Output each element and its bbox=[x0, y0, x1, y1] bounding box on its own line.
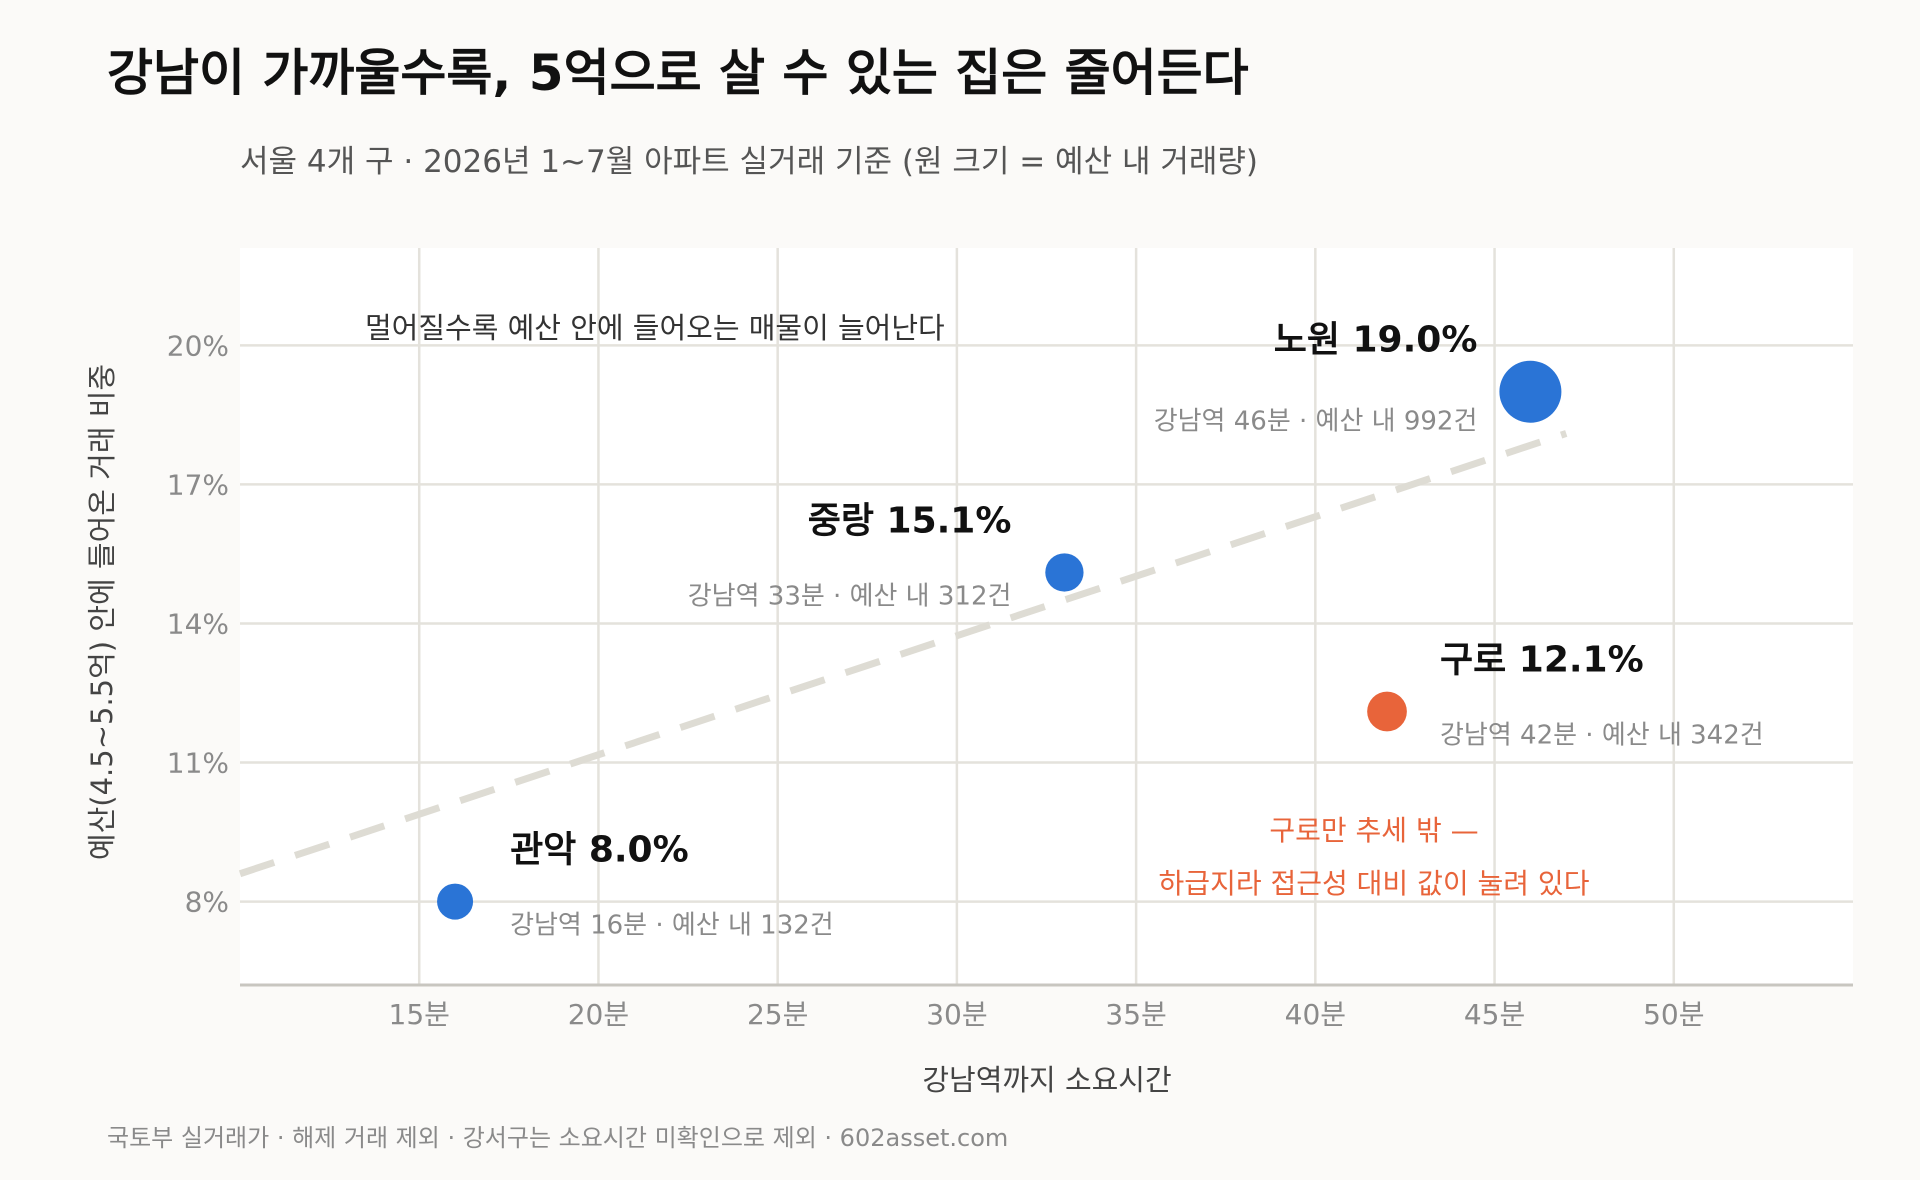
trend-annotation: 멀어질수록 예산 안에 들어오는 매물이 늘어난다 bbox=[365, 311, 945, 345]
x-tick-label: 15분 bbox=[389, 998, 450, 1031]
point-label: 관악 8.0% bbox=[510, 830, 689, 871]
y-tick-label: 11% bbox=[167, 747, 229, 780]
x-tick-label: 35분 bbox=[1105, 998, 1166, 1031]
y-tick-label: 20% bbox=[167, 329, 229, 362]
x-tick-label: 20분 bbox=[568, 998, 629, 1031]
x-tick-labels: 15분 20분 25분 30분 35분 40분 45분 50분 bbox=[389, 998, 1705, 1031]
point-sublabel: 강남역 33분 · 예산 내 312건 bbox=[688, 581, 1012, 611]
chart-title: 강남이 가까울수록, 5억으로 살 수 있는 집은 줄어든다 bbox=[107, 44, 1249, 102]
outlier-annotation-line-1: 구로만 추세 밖 — bbox=[1269, 814, 1478, 847]
point-관악 bbox=[437, 883, 474, 920]
y-gridlines bbox=[240, 344, 1853, 903]
point-label: 구로 12.1% bbox=[1440, 640, 1644, 681]
point-sublabel: 강남역 16분 · 예산 내 132건 bbox=[510, 911, 834, 941]
plot-background bbox=[240, 248, 1853, 985]
x-tick-label: 50분 bbox=[1643, 998, 1704, 1031]
point-sublabel: 강남역 46분 · 예산 내 992건 bbox=[1154, 407, 1478, 437]
point-label: 중랑 15.1% bbox=[808, 500, 1012, 541]
footer-source: 국토부 실거래가 · 해제 거래 제외 · 강서구는 소요시간 미확인으로 제외… bbox=[107, 1124, 1008, 1152]
x-tick-label: 30분 bbox=[926, 998, 987, 1031]
point-구로 bbox=[1367, 691, 1407, 732]
point-sublabel: 강남역 42분 · 예산 내 342건 bbox=[1440, 721, 1764, 751]
x-tick-label: 45분 bbox=[1464, 998, 1525, 1031]
y-tick-label: 8% bbox=[185, 886, 229, 919]
point-중랑 bbox=[1045, 553, 1084, 592]
x-gridlines bbox=[417, 248, 1676, 985]
trend-line bbox=[238, 430, 1568, 878]
point-label: 노원 19.0% bbox=[1274, 320, 1478, 361]
y-tick-label: 14% bbox=[167, 607, 229, 640]
data-points: 관악 8.0% 강남역 16분 · 예산 내 132건 중랑 15.1% 강남역 33… bbox=[437, 320, 1764, 941]
x-tick-label: 40분 bbox=[1285, 998, 1346, 1031]
y-axis-label: 예산(4.5~5.5억) 안에 들어온 거래 비중 bbox=[85, 364, 119, 860]
outlier-annotation-line-2: 하급지라 접근성 대비 값이 눌려 있다 bbox=[1159, 867, 1590, 900]
y-tick-labels: 8% 11% 14% 17% 20% bbox=[167, 329, 229, 918]
y-tick-label: 17% bbox=[167, 468, 229, 501]
plot-area: 관악 8.0% 강남역 16분 · 예산 내 132건 중랑 15.1% 강남역 33… bbox=[238, 248, 1853, 987]
chart-subtitle: 서울 4개 구 · 2026년 1~7월 아파트 실거래 기준 (원 크기 = … bbox=[240, 144, 1258, 180]
x-tick-label: 25분 bbox=[747, 998, 808, 1031]
x-axis-label: 강남역까지 소요시간 bbox=[922, 1063, 1171, 1097]
point-노원 bbox=[1499, 360, 1562, 423]
